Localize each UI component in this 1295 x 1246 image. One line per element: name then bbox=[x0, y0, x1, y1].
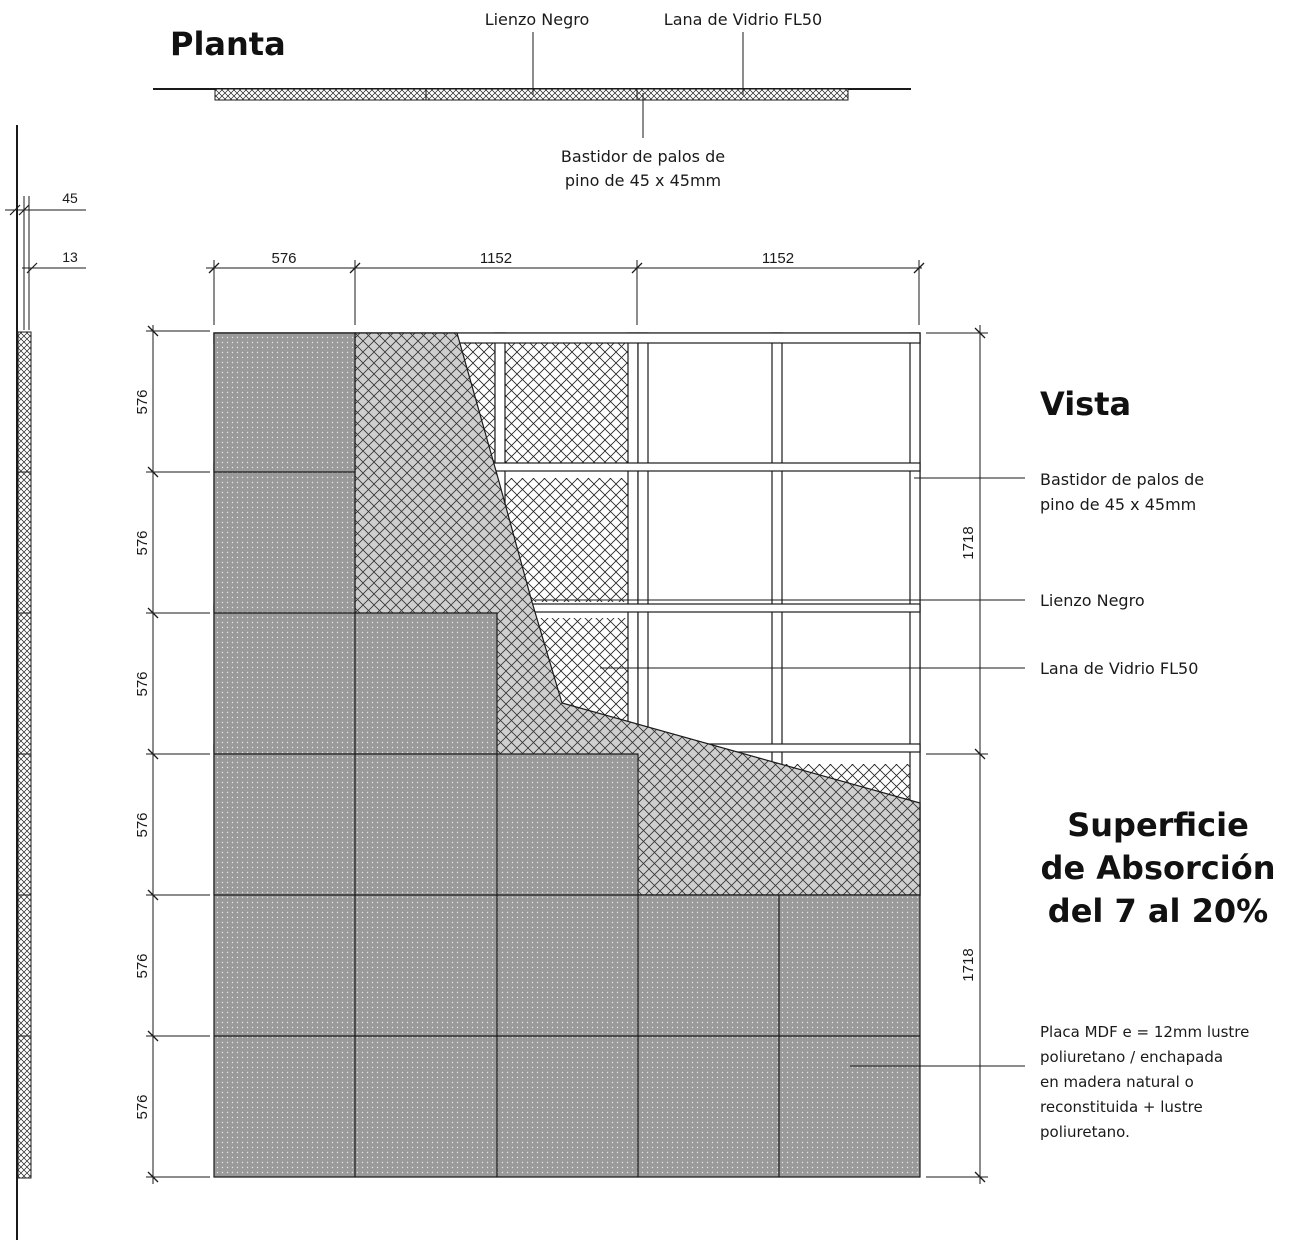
side-dim-ticks bbox=[26, 262, 38, 274]
label-lienzo-negro: Lienzo Negro bbox=[1040, 591, 1145, 610]
dim-left-6: 576 bbox=[134, 1094, 151, 1119]
planta-title: Planta bbox=[170, 25, 286, 63]
planta-panel-strip bbox=[214, 88, 849, 101]
dim-top-1152-b: 1152 bbox=[762, 250, 794, 267]
label-placa-4: reconstituida + lustre bbox=[1040, 1098, 1203, 1116]
label-bastidor-1: Bastidor de palos de bbox=[1040, 470, 1204, 489]
label-lana-vidrio: Lana de Vidrio FL50 bbox=[1040, 659, 1198, 678]
planta-label-lana: Lana de Vidrio FL50 bbox=[664, 10, 822, 29]
side-panel-strip bbox=[17, 331, 32, 1179]
label-placa-1: Placa MDF e = 12mm lustre bbox=[1040, 1023, 1249, 1041]
mdf-joints bbox=[214, 471, 920, 1177]
vista-leaders bbox=[535, 477, 1025, 1067]
dim-left-4: 576 bbox=[134, 812, 151, 837]
left-dimensions bbox=[146, 325, 210, 1184]
mdf-panels bbox=[213, 332, 921, 1178]
vista-section: 576 1152 1152 576 576 576 576 576 576 bbox=[134, 250, 1025, 1184]
planta-label-bastidor-2: pino de 45 x 45mm bbox=[565, 171, 721, 190]
dim-left-3: 576 bbox=[134, 671, 151, 696]
side-dim-45: 45 bbox=[62, 190, 78, 206]
label-placa-3: en madera natural o bbox=[1040, 1073, 1194, 1091]
dim-top-1152-a: 1152 bbox=[480, 250, 512, 267]
side-dim-13: 13 bbox=[62, 249, 78, 265]
superficie-title-2: de Absorción bbox=[1041, 849, 1276, 887]
dim-right-1718-a: 1718 bbox=[960, 526, 977, 559]
label-placa-5: poliuretano. bbox=[1040, 1123, 1130, 1141]
right-labels: Vista Bastidor de palos de pino de 45 x … bbox=[1040, 385, 1275, 1141]
dim-right-1718-b: 1718 bbox=[960, 948, 977, 981]
planta-label-lienzo: Lienzo Negro bbox=[485, 10, 590, 29]
label-placa-2: poliuretano / enchapada bbox=[1040, 1048, 1223, 1066]
side-section: 45 13 bbox=[5, 125, 86, 1240]
vista-title: Vista bbox=[1040, 385, 1131, 423]
right-dimensions bbox=[926, 325, 988, 1184]
side-dim-ticks bbox=[9, 204, 30, 216]
superficie-title-3: del 7 al 20% bbox=[1048, 892, 1268, 930]
label-bastidor-2: pino de 45 x 45mm bbox=[1040, 495, 1196, 514]
top-dimensions bbox=[206, 260, 925, 325]
dim-left-5: 576 bbox=[134, 953, 151, 978]
dim-top-576: 576 bbox=[271, 250, 296, 267]
dim-left-2: 576 bbox=[134, 530, 151, 555]
planta-section: Planta Lienzo Negro Lana de Vidrio FL50 … bbox=[153, 10, 911, 190]
superficie-title-1: Superficie bbox=[1067, 806, 1249, 844]
dim-left-1: 576 bbox=[134, 389, 151, 414]
planta-label-bastidor-1: Bastidor de palos de bbox=[561, 147, 725, 166]
